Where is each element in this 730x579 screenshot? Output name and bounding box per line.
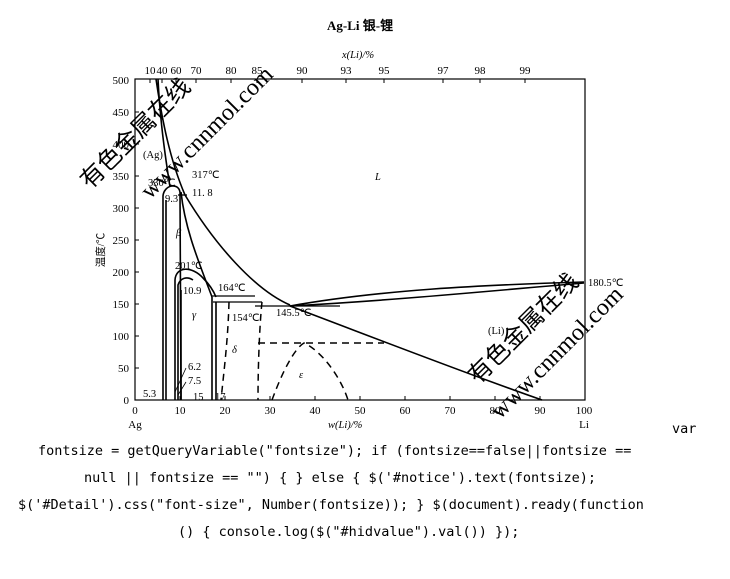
bottom-tick-30: 30	[265, 405, 277, 417]
left-tick-150: 150	[113, 299, 130, 311]
leader-lines	[174, 367, 187, 396]
left-tick-250: 250	[113, 235, 130, 247]
left-tick-500: 500	[113, 75, 130, 87]
bottom-tick-90: 90	[535, 405, 547, 417]
label-gamma: γ	[192, 310, 197, 321]
left-axis-ticks: 0 50 100 150 200 250 300 350 400 450 500	[113, 75, 130, 407]
label-ag-phase: (Ag)	[143, 150, 163, 161]
label-7-5: 7.5	[188, 376, 201, 387]
top-tick-10: 10	[145, 65, 157, 77]
left-tick-300: 300	[113, 203, 130, 215]
bottom-tick-60: 60	[400, 405, 412, 417]
top-tick-85: 85	[252, 65, 264, 77]
left-tick-450: 450	[113, 107, 130, 119]
liquidus-main	[184, 194, 291, 306]
label-164c: 164℃	[218, 283, 246, 294]
bottom-tick-10: 10	[175, 405, 187, 417]
top-tick-60: 60	[171, 65, 183, 77]
bottom-tick-40: 40	[310, 405, 322, 417]
code-line-4: $('#Detail').css("font-size", Number(fon…	[18, 497, 644, 513]
label-10-9: 10.9	[183, 286, 201, 297]
watermark: 有色金属在线 www.cnnmol.com 有色金属在线 www.cnnmol.…	[75, 61, 629, 424]
label-201c: 201℃	[175, 261, 203, 272]
top-tick-97: 97	[438, 65, 450, 77]
left-tick-100: 100	[113, 331, 130, 343]
bottom-tick-0: 0	[132, 405, 138, 417]
solidus-ag-side	[157, 78, 171, 188]
label-5-3: 5.3	[143, 389, 156, 400]
epsilon-dome	[271, 342, 349, 401]
label-15: 15	[193, 392, 204, 403]
left-tick-marks	[135, 111, 139, 369]
label-liquid: L	[374, 172, 381, 183]
label-145-5c: 145.5℃	[276, 308, 312, 319]
liquidus-li-side	[289, 281, 585, 307]
label-330c: 330℃	[148, 178, 176, 189]
left-tick-200: 200	[113, 267, 130, 279]
bottom-tick-marks	[179, 396, 541, 400]
code-line-5: () { console.log($("#hidvalue").val()) }…	[178, 524, 520, 540]
top-tick-70: 70	[191, 65, 203, 77]
top-tick-93: 93	[341, 65, 353, 77]
bottom-tick-50: 50	[355, 405, 367, 417]
label-epsilon: ε	[299, 370, 304, 381]
top-tick-99: 99	[520, 65, 532, 77]
left-tick-400: 400	[113, 139, 130, 151]
left-tick-350: 350	[113, 171, 130, 183]
bottom-tick-100: 100	[576, 405, 593, 417]
top-tick-marks	[149, 79, 526, 83]
beta-liquidus	[180, 191, 213, 298]
gamma-delta-dash	[220, 301, 230, 401]
top-axis-label: x(Li)/%	[341, 50, 374, 61]
bottom-axis-label: w(Li)/%	[328, 420, 363, 431]
label-li-phase: (Li)	[488, 326, 505, 337]
bottom-left-end-label: Ag	[128, 419, 142, 431]
bottom-tick-20: 20	[220, 405, 232, 417]
phase-boundaries	[155, 78, 585, 401]
top-tick-90: 90	[297, 65, 309, 77]
gamma-dome	[174, 268, 217, 400]
code-line-2: fontsize = getQueryVariable("fontsize");…	[38, 443, 632, 459]
label-317c: 317℃	[192, 170, 220, 181]
bottom-tick-80: 80	[490, 405, 502, 417]
label-delta: δ	[232, 345, 238, 356]
left-axis-label: 温度/℃	[94, 232, 107, 267]
phase-labels: (Ag) L 317℃ 330℃ 11. 8 9.3 β 201℃ 10.9 1…	[143, 150, 624, 403]
label-beta: β	[175, 228, 182, 239]
label-17: 17	[215, 392, 226, 403]
label-154c: 154℃	[232, 313, 260, 324]
li-solvus	[289, 282, 585, 307]
top-tick-95: 95	[379, 65, 391, 77]
bottom-right-end-label: Li	[579, 419, 589, 431]
label-6-2: 6.2	[188, 362, 201, 373]
bottom-tick-70: 70	[445, 405, 457, 417]
top-tick-98: 98	[475, 65, 487, 77]
label-11-8: 11. 8	[192, 188, 213, 199]
left-tick-50: 50	[118, 363, 130, 375]
li-solvus-low	[289, 305, 543, 401]
label-9-3: 9.3	[165, 194, 178, 205]
ag-solvus-dome	[162, 185, 182, 401]
label-180-5c: 180.5℃	[588, 278, 624, 289]
left-tick-0: 0	[124, 395, 130, 407]
top-axis-ticks: 10 60 70 80 85 90 93 95 97 98 99 40	[145, 65, 532, 77]
diagram-title: Ag-Li 银-锂	[327, 18, 393, 33]
code-line-3: null || fontsize == "") { } else { $('#n…	[84, 470, 597, 486]
top-tick-40: 40	[157, 65, 169, 77]
code-line-1: var	[672, 421, 697, 437]
top-tick-80: 80	[226, 65, 238, 77]
bottom-axis-ticks: 0 10 20 30 40 50 60 70 80 90 100	[132, 405, 593, 417]
gamma-dome-inner	[177, 277, 194, 400]
